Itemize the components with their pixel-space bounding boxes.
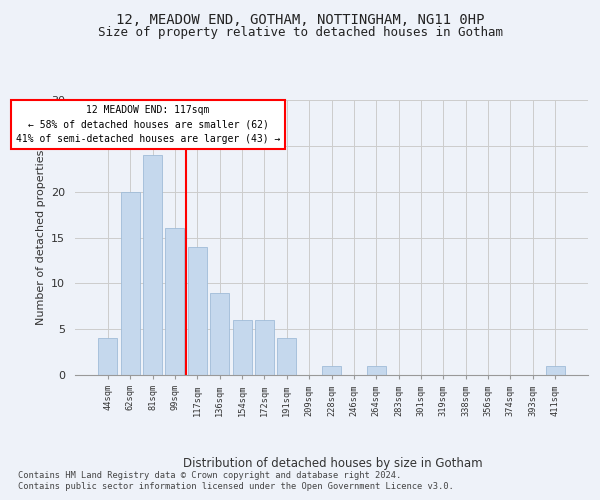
Text: 12 MEADOW END: 117sqm
← 58% of detached houses are smaller (62)
41% of semi-deta: 12 MEADOW END: 117sqm ← 58% of detached … xyxy=(16,104,280,144)
Bar xyxy=(121,192,140,375)
Bar xyxy=(210,292,229,375)
Bar xyxy=(166,228,184,375)
Y-axis label: Number of detached properties: Number of detached properties xyxy=(35,150,46,325)
Bar xyxy=(545,366,565,375)
Bar xyxy=(367,366,386,375)
Bar xyxy=(98,338,118,375)
Text: Contains public sector information licensed under the Open Government Licence v3: Contains public sector information licen… xyxy=(18,482,454,491)
Bar xyxy=(233,320,251,375)
Bar xyxy=(277,338,296,375)
Text: Contains HM Land Registry data © Crown copyright and database right 2024.: Contains HM Land Registry data © Crown c… xyxy=(18,471,401,480)
Bar xyxy=(255,320,274,375)
Bar xyxy=(143,155,162,375)
Bar xyxy=(188,246,207,375)
Text: Distribution of detached houses by size in Gotham: Distribution of detached houses by size … xyxy=(183,458,483,470)
Text: 12, MEADOW END, GOTHAM, NOTTINGHAM, NG11 0HP: 12, MEADOW END, GOTHAM, NOTTINGHAM, NG11… xyxy=(116,12,484,26)
Bar xyxy=(322,366,341,375)
Text: Size of property relative to detached houses in Gotham: Size of property relative to detached ho… xyxy=(97,26,503,39)
